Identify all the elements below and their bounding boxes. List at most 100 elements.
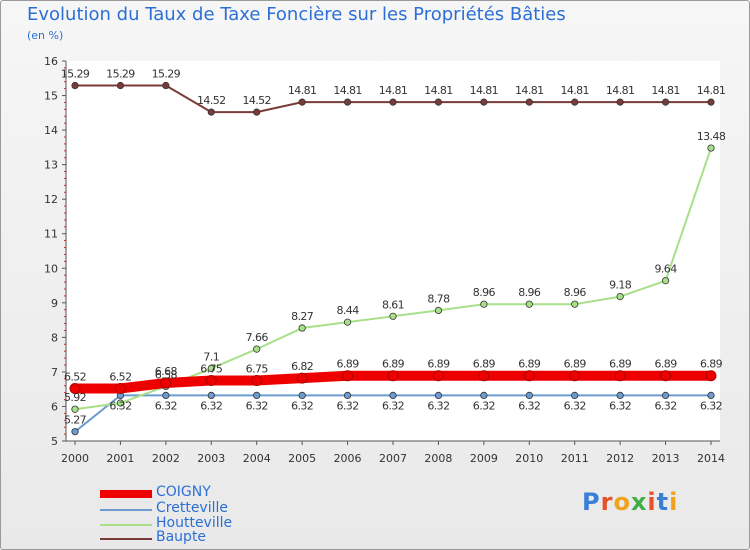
data-label-coigny: 6.75	[246, 363, 269, 376]
logo-letter: t	[656, 488, 670, 516]
data-label-coigny: 6.89	[564, 358, 587, 371]
data-point-coigny	[296, 372, 308, 384]
data-point-coigny	[569, 370, 581, 382]
data-label-coigny: 6.75	[200, 363, 223, 376]
data-point-baupte	[389, 98, 397, 106]
data-point-cretteville	[207, 391, 215, 399]
data-point-coigny	[205, 375, 217, 387]
proxiti-logo: Proxiti	[582, 488, 678, 516]
logo-letter: r	[600, 488, 614, 516]
data-point-houtteville	[571, 300, 579, 308]
data-label-houtteville: 7.1	[203, 350, 219, 363]
data-point-houtteville	[525, 300, 533, 308]
y-tick-label: 11	[44, 228, 58, 241]
data-label-cretteville: 6.32	[200, 399, 222, 412]
data-point-houtteville	[661, 277, 670, 285]
data-label-cretteville: 6.32	[518, 399, 540, 412]
data-label-cretteville: 6.32	[291, 399, 313, 412]
data-label-baupte: 14.81	[606, 84, 635, 97]
data-point-baupte	[661, 98, 670, 106]
y-tick-label: 9	[51, 297, 58, 310]
data-label-cretteville: 6.32	[155, 399, 177, 412]
data-label-baupte: 14.81	[288, 84, 317, 97]
data-point-coigny	[251, 375, 263, 387]
legend-label-cretteville: Cretteville	[156, 500, 228, 516]
data-label-houtteville: 7.66	[246, 331, 269, 344]
data-point-baupte	[616, 98, 624, 106]
data-point-houtteville	[389, 312, 397, 320]
data-point-cretteville	[343, 391, 352, 399]
logo-letter: x	[630, 488, 648, 516]
x-tick-label: 2001	[106, 452, 134, 465]
x-tick-label: 2010	[515, 452, 543, 465]
data-point-coigny	[432, 370, 444, 382]
x-tick-label: 2011	[561, 452, 589, 465]
data-label-baupte: 14.81	[424, 84, 453, 97]
data-label-cretteville: 6.32	[246, 399, 268, 412]
y-tick-label: 6	[51, 400, 58, 413]
data-label-baupte: 15.29	[106, 68, 135, 81]
x-tick-label: 2002	[152, 452, 180, 465]
data-point-coigny	[69, 382, 81, 394]
data-label-coigny: 6.82	[291, 360, 313, 373]
data-point-baupte	[207, 108, 215, 116]
data-label-baupte: 14.81	[651, 84, 680, 97]
data-point-houtteville	[707, 144, 715, 152]
data-label-cretteville: 6.32	[427, 399, 449, 412]
data-label-coigny: 6.89	[655, 358, 678, 371]
data-label-baupte: 14.52	[242, 94, 271, 107]
logo-letter: i	[669, 488, 679, 516]
data-label-baupte: 14.81	[560, 84, 589, 97]
data-point-cretteville	[434, 391, 443, 399]
data-label-baupte: 15.29	[61, 68, 90, 81]
data-point-cretteville	[253, 391, 261, 399]
data-label-coigny: 6.52	[64, 370, 86, 383]
legend-swatch-baupte	[100, 538, 152, 540]
data-label-coigny: 6.89	[427, 358, 450, 371]
x-tick-label: 2009	[470, 452, 498, 465]
data-point-cretteville	[298, 391, 306, 399]
data-label-coigny: 6.89	[518, 358, 541, 371]
data-point-baupte	[116, 81, 125, 90]
x-tick-label: 2006	[334, 452, 362, 465]
data-point-houtteville	[616, 292, 624, 301]
data-label-cretteville: 6.32	[109, 399, 131, 412]
data-label-cretteville: 6.32	[609, 399, 631, 412]
data-point-coigny	[387, 370, 399, 382]
logo-letter: P	[582, 488, 601, 516]
data-point-cretteville	[571, 391, 579, 399]
data-label-houtteville: 13.48	[697, 130, 726, 143]
x-tick-label: 2003	[197, 452, 225, 465]
y-tick-label: 5	[51, 435, 58, 448]
logo-letter: i	[647, 488, 657, 516]
data-label-houtteville: 8.96	[473, 286, 496, 299]
data-label-cretteville: 6.32	[473, 399, 495, 412]
data-point-baupte	[707, 98, 715, 106]
data-label-houtteville: 8.27	[291, 310, 314, 323]
data-point-houtteville	[207, 364, 215, 373]
data-label-baupte: 14.81	[515, 84, 544, 97]
data-point-cretteville	[616, 391, 624, 399]
data-point-baupte	[162, 81, 170, 90]
page-title: Evolution du Taux de Taxe Foncière sur l…	[27, 4, 566, 25]
data-label-cretteville: 5.27	[64, 414, 87, 427]
data-label-houtteville: 9.18	[609, 279, 632, 292]
data-label-cretteville: 6.32	[700, 399, 722, 412]
data-point-cretteville	[389, 391, 397, 399]
data-label-cretteville: 6.32	[655, 399, 677, 412]
data-label-coigny: 6.52	[109, 370, 131, 383]
x-tick-label: 2000	[61, 452, 89, 465]
data-label-cretteville: 6.32	[337, 399, 359, 412]
data-point-cretteville	[525, 391, 533, 399]
data-point-baupte	[571, 98, 579, 106]
data-point-coigny	[114, 382, 126, 394]
data-point-cretteville	[707, 391, 715, 399]
unit-label: (en %)	[27, 29, 64, 42]
data-label-houtteville: 8.61	[382, 298, 404, 311]
legend-label-houtteville: Houtteville	[156, 515, 233, 531]
data-label-baupte: 14.81	[470, 84, 499, 97]
x-tick-label: 2004	[243, 452, 271, 465]
data-label-baupte: 14.52	[197, 94, 226, 107]
data-point-coigny	[705, 370, 717, 382]
data-label-houtteville: 8.96	[518, 286, 541, 299]
